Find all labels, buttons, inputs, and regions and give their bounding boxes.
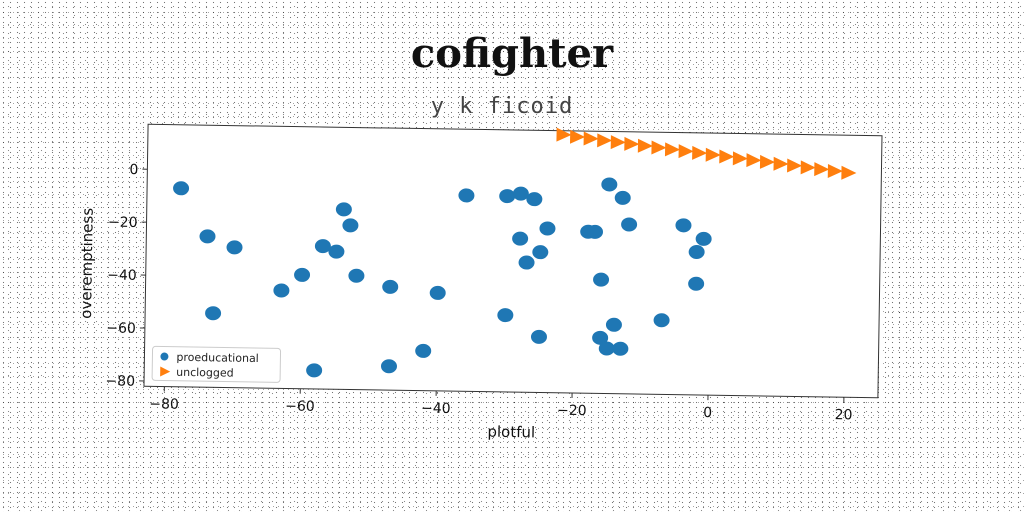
unclogged-point	[678, 144, 694, 159]
proeducational-point	[621, 217, 638, 232]
proeducational-point	[592, 330, 609, 345]
proeducational-point	[328, 244, 345, 259]
unclogged-point	[787, 158, 803, 173]
proeducational-point	[226, 240, 243, 255]
unclogged-point	[719, 149, 735, 164]
unclogged-point	[814, 162, 830, 177]
proeducational-point	[605, 317, 622, 332]
y-tick-label: −80	[105, 373, 135, 389]
x-tick-label: 0	[703, 405, 712, 421]
proeducational-point	[342, 218, 359, 233]
proeducational-point	[675, 218, 692, 233]
unclogged-point	[705, 147, 721, 162]
unclogged-point	[556, 127, 572, 142]
legend-label-unclogged: unclogged	[176, 366, 234, 380]
proeducational-point	[518, 255, 535, 270]
proeducational-point	[458, 188, 475, 203]
legend-marker-proeducational	[160, 352, 169, 361]
unclogged-point	[664, 142, 681, 157]
proeducational-point	[512, 231, 529, 246]
unclogged-point	[759, 154, 776, 169]
proeducational-point	[348, 268, 365, 283]
unclogged-point	[773, 156, 789, 171]
x-tick-label: −80	[149, 396, 179, 412]
proeducational-point	[497, 308, 514, 323]
proeducational-point	[335, 202, 352, 217]
proeducational-point	[314, 239, 331, 254]
proeducational-point	[429, 285, 446, 300]
proeducational-point	[382, 279, 399, 294]
legend-label-proeducational: proeducational	[176, 351, 259, 365]
proeducational-point	[532, 245, 549, 260]
legend-marker-unclogged	[160, 366, 171, 377]
y-tick-label: −40	[107, 267, 137, 283]
x-tick-label: −60	[285, 398, 315, 414]
unclogged-point	[732, 151, 748, 166]
proeducational-point	[539, 221, 556, 236]
legend-box	[151, 345, 282, 383]
unclogged-point	[570, 129, 586, 144]
proeducational-point	[598, 341, 615, 356]
x-tick-label: 20	[835, 407, 853, 423]
unclogged-point	[692, 145, 708, 160]
unclogged-point	[610, 135, 626, 150]
chart-title: cofighter	[410, 30, 614, 77]
proeducational-point	[593, 272, 610, 287]
unclogged-point	[800, 160, 816, 175]
proeducational-point	[688, 276, 705, 291]
proeducational-point	[294, 267, 311, 282]
unclogged-point	[637, 138, 653, 153]
proeducational-point	[512, 186, 529, 201]
proeducational-point	[199, 229, 216, 244]
proeducational-point	[205, 306, 222, 321]
unclogged-point	[624, 136, 640, 151]
proeducational-point	[415, 343, 432, 358]
plot-area	[143, 123, 883, 399]
proeducational-point	[653, 313, 670, 328]
y-tick-label: −20	[108, 215, 138, 231]
proeducational-point	[499, 189, 516, 204]
proeducational-point	[380, 359, 397, 374]
proeducational-point	[526, 192, 543, 207]
unclogged-point	[746, 153, 762, 168]
proeducational-point	[530, 329, 547, 344]
y-tick-label: 0	[129, 162, 138, 178]
proeducational-point	[695, 231, 712, 246]
proeducational-point	[601, 177, 618, 192]
x-tick-label: −40	[421, 401, 451, 417]
proeducational-point	[173, 181, 190, 196]
proeducational-point	[587, 224, 604, 239]
proeducational-point	[306, 363, 323, 378]
chart-subtitle: y k ficoid	[430, 94, 574, 119]
y-tick-label: −60	[106, 320, 136, 336]
proeducational-point	[612, 341, 629, 356]
proeducational-point	[614, 190, 631, 205]
unclogged-point	[651, 140, 667, 155]
y-axis-label: overemptiness	[77, 208, 97, 319]
unclogged-point	[597, 133, 613, 148]
unclogged-point	[583, 131, 599, 146]
proeducational-point	[688, 244, 705, 259]
unclogged-point	[827, 163, 843, 178]
x-axis-label: plotful	[487, 423, 535, 442]
proeducational-point	[273, 283, 290, 298]
unclogged-point	[841, 165, 857, 180]
x-tick-label: −20	[557, 403, 587, 419]
